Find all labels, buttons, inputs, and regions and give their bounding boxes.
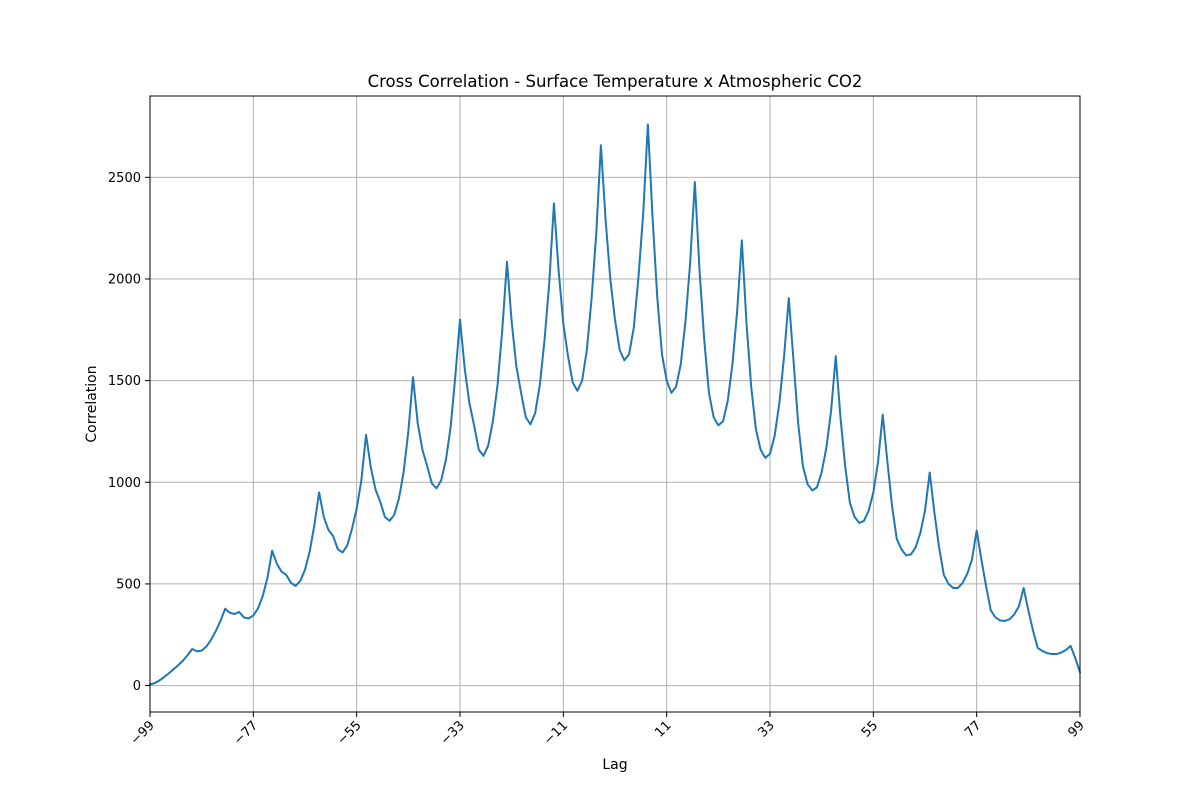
y-tick-label: 1500 <box>108 374 141 389</box>
series-layer <box>149 123 1081 686</box>
x-axis-label: Lag <box>602 757 627 773</box>
correlation-series-line <box>149 123 1081 686</box>
grid <box>149 96 1081 712</box>
chart-title: Cross Correlation - Surface Temperature … <box>368 72 863 91</box>
plot-frame <box>149 95 1081 713</box>
y-axis: 0 500 1000 1500 2000 2500 <box>108 171 150 694</box>
y-tick-label: 2000 <box>108 272 141 287</box>
y-tick-label: 2500 <box>108 171 141 186</box>
y-tick-label: 1000 <box>108 476 141 491</box>
y-tick-label: 500 <box>116 577 141 592</box>
y-axis-label: Correlation <box>84 365 100 442</box>
y-tick-label: 0 <box>133 679 141 694</box>
